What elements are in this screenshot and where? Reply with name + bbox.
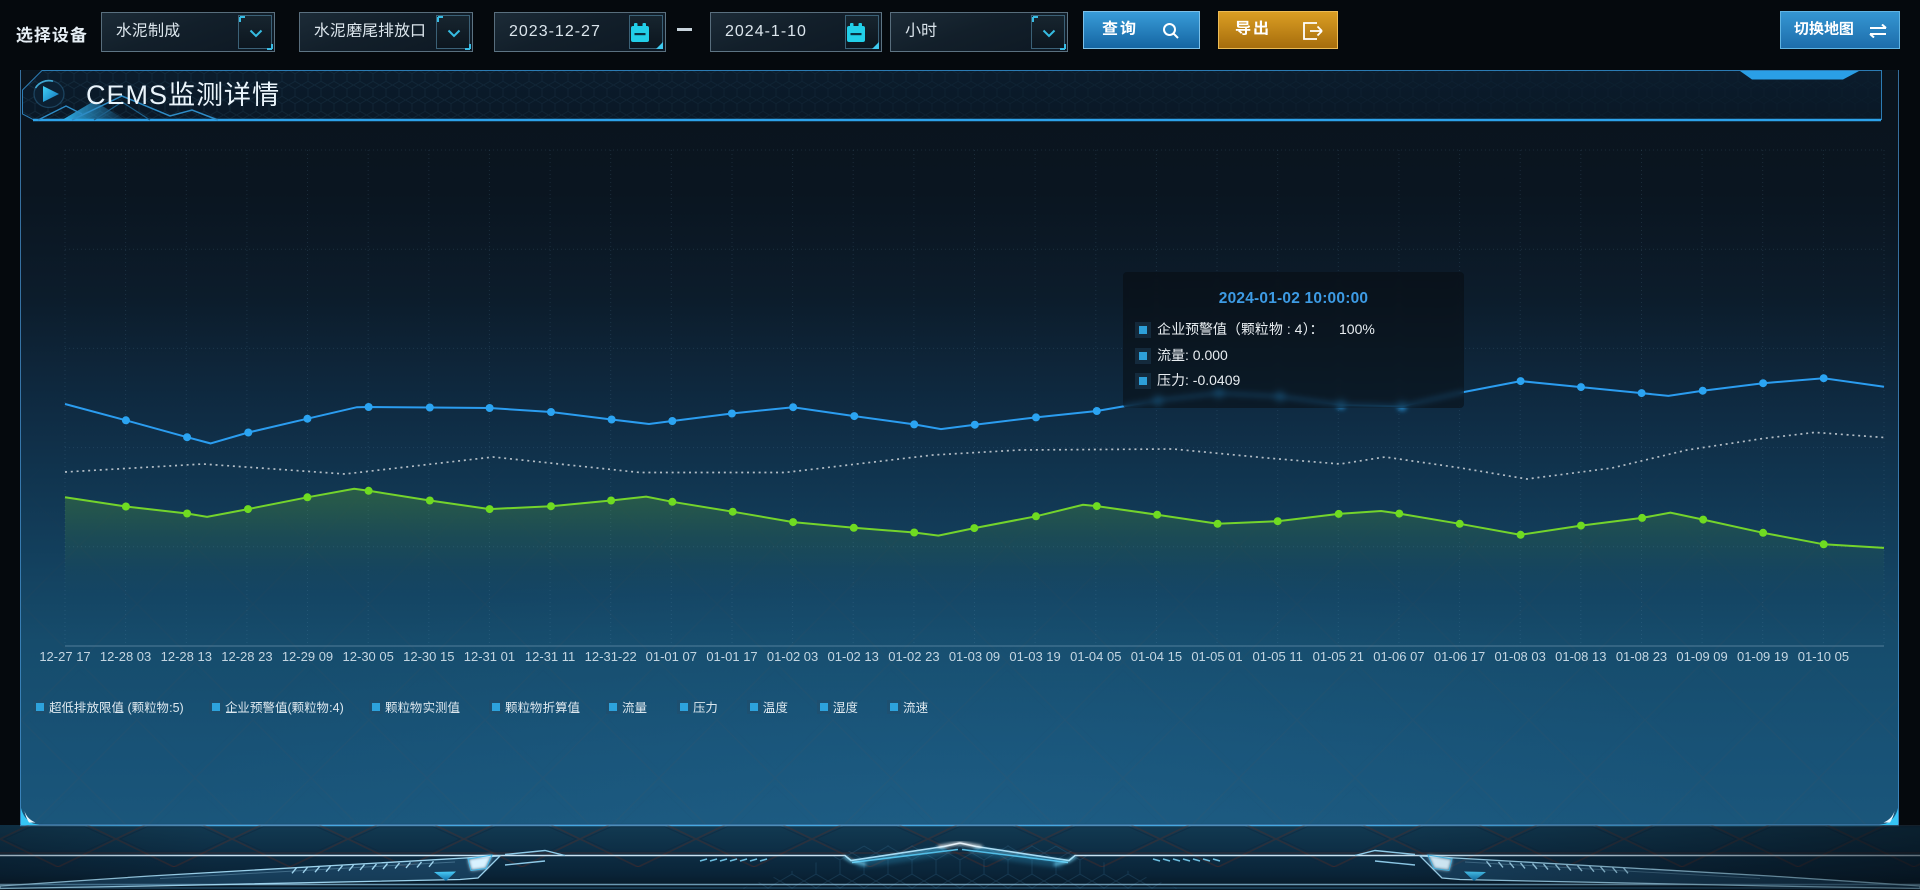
svg-text:12-28 23: 12-28 23 bbox=[221, 649, 272, 664]
svg-text:01-04 15: 01-04 15 bbox=[1131, 649, 1182, 664]
svg-text:01-01 17: 01-01 17 bbox=[706, 649, 757, 664]
svg-text:01-02 03: 01-02 03 bbox=[767, 649, 818, 664]
svg-text:01-04 05: 01-04 05 bbox=[1070, 649, 1121, 664]
svg-text:12-31-22: 12-31-22 bbox=[585, 649, 637, 664]
svg-text:12-30 05: 12-30 05 bbox=[343, 649, 394, 664]
svg-text:01-08 13: 01-08 13 bbox=[1555, 649, 1606, 664]
svg-text:01-08 03: 01-08 03 bbox=[1495, 649, 1546, 664]
svg-text:01-02 13: 01-02 13 bbox=[828, 649, 879, 664]
svg-text:01-03 19: 01-03 19 bbox=[1009, 649, 1060, 664]
svg-text:12-28 03: 12-28 03 bbox=[100, 649, 151, 664]
svg-text:01-05 01: 01-05 01 bbox=[1191, 649, 1242, 664]
svg-text:01-09 19: 01-09 19 bbox=[1737, 649, 1788, 664]
svg-text:01-06 17: 01-06 17 bbox=[1434, 649, 1485, 664]
svg-text:01-02 23: 01-02 23 bbox=[888, 649, 939, 664]
svg-text:01-08 23: 01-08 23 bbox=[1616, 649, 1667, 664]
svg-text:CEMS监测详情: CEMS监测详情 bbox=[86, 80, 280, 110]
svg-text:01-01 07: 01-01 07 bbox=[646, 649, 697, 664]
svg-text:01-05 11: 01-05 11 bbox=[1253, 649, 1303, 664]
svg-text:12-27 17: 12-27 17 bbox=[39, 649, 90, 664]
svg-text:01-09 09: 01-09 09 bbox=[1676, 649, 1727, 664]
svg-text:01-10 05: 01-10 05 bbox=[1798, 649, 1849, 664]
svg-text:12-31 01: 12-31 01 bbox=[464, 649, 515, 664]
svg-text:12-31 11: 12-31 11 bbox=[525, 649, 575, 664]
svg-text:01-03 09: 01-03 09 bbox=[949, 649, 1000, 664]
svg-text:12-30 15: 12-30 15 bbox=[403, 649, 454, 664]
svg-text:01-06 07: 01-06 07 bbox=[1373, 649, 1424, 664]
svg-text:01-05 21: 01-05 21 bbox=[1313, 649, 1364, 664]
svg-text:12-29 09: 12-29 09 bbox=[282, 649, 333, 664]
svg-text:12-28 13: 12-28 13 bbox=[161, 649, 212, 664]
